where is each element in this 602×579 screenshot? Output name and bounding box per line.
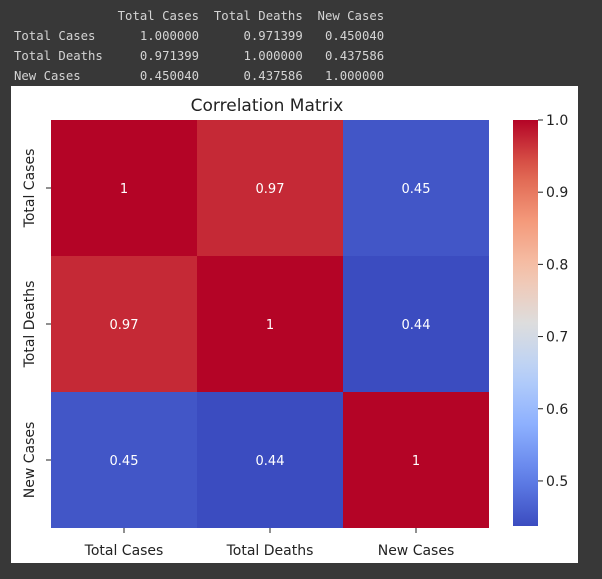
heatmap-cell-label: 0.45 (402, 182, 431, 197)
colorbar-axis: 0.5 0.6 0.7 0.8 0.9 1.0 (538, 113, 568, 490)
console-row-line: New Cases 0.450040 0.437586 1.000000 (14, 69, 385, 83)
heatmap-cell-label: 1 (412, 454, 420, 469)
colorbar-tick-label: 0.9 (546, 185, 568, 201)
heatmap-cell-label: 0.44 (256, 454, 285, 469)
colorbar-tick-label: 0.8 (546, 257, 568, 273)
x-axis: Total Cases Total Deaths New Cases (84, 528, 455, 559)
heatmap-cell (343, 120, 489, 256)
heatmap-cell-label: 0.97 (110, 318, 139, 333)
heatmap-cell (51, 120, 197, 256)
x-tick-label: Total Deaths (226, 543, 314, 559)
y-axis: Total Cases Total Deaths New Cases (22, 149, 51, 499)
colorbar-tick-label: 0.6 (546, 402, 568, 418)
heatmap-cell-label: 1 (120, 182, 128, 197)
heatmap-cell-label: 0.44 (402, 318, 431, 333)
correlation-figure: Correlation Matrix 1 0.97 0.45 0.97 1 0.44 0.4… (11, 86, 578, 563)
colorbar-tick-label: 0.7 (546, 330, 568, 346)
console-row-line: Total Cases 1.000000 0.971399 0.450040 (14, 29, 385, 43)
colorbar (513, 120, 538, 526)
x-tick-label: Total Cases (84, 543, 164, 559)
heatmap-cell (343, 392, 489, 528)
heatmap-cell-label: 0.45 (110, 454, 139, 469)
console-output: Total Cases Total Deaths New Cases Total… (0, 0, 602, 86)
heatmap-cell (51, 392, 197, 528)
y-tick-label: Total Deaths (22, 281, 38, 369)
heatmap-cell (197, 120, 343, 256)
heatmap-cells (51, 120, 489, 528)
x-tick-label: New Cases (378, 543, 455, 559)
y-tick-label: New Cases (22, 422, 38, 499)
heatmap-cell-label: 1 (266, 318, 274, 333)
heatmap-cell (197, 256, 343, 392)
heatmap-cell (51, 256, 197, 392)
colorbar-tick-label: 0.5 (546, 474, 568, 490)
heatmap-cell (343, 256, 489, 392)
chart-title: Correlation Matrix (191, 96, 344, 116)
correlation-heatmap-chart: Correlation Matrix 1 0.97 0.45 0.97 1 0.44 0.4… (22, 96, 568, 559)
heatmap-cell-label: 0.97 (256, 182, 285, 197)
heatmap-cell (197, 392, 343, 528)
heatmap-annotations: 1 0.97 0.45 0.97 1 0.44 0.45 0.44 1 (110, 182, 431, 469)
y-tick-label: Total Cases (22, 149, 38, 229)
console-row-line: Total Deaths 0.971399 1.000000 0.437586 (14, 49, 385, 63)
console-header-line: Total Cases Total Deaths New Cases (14, 9, 385, 23)
colorbar-tick-label: 1.0 (546, 113, 568, 129)
